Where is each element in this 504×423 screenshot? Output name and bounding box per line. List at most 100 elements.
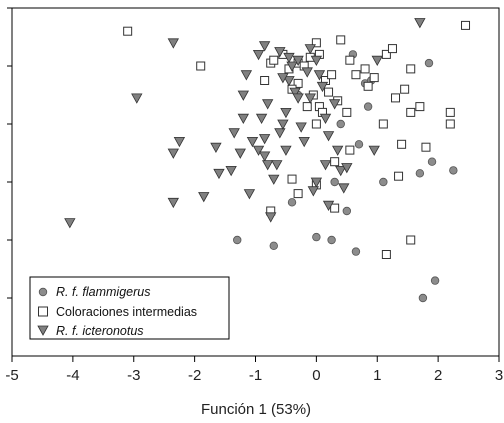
- data-point-triangle: [286, 61, 298, 72]
- data-point-triangle: [252, 145, 265, 156]
- data-point-triangle: [304, 44, 316, 55]
- data-point-circle: [351, 247, 361, 256]
- data-point-triangle: [237, 90, 250, 101]
- data-point-triangle: [258, 151, 271, 162]
- data-point-triangle: [316, 81, 329, 93]
- data-point-circle: [287, 198, 297, 207]
- data-point-triangle: [173, 136, 186, 148]
- data-point-square: [324, 87, 334, 97]
- data-point-circle: [363, 102, 373, 111]
- data-point-triangle: [328, 99, 341, 110]
- data-point-triangle: [261, 160, 274, 171]
- data-point-square: [123, 26, 133, 36]
- data-point-square: [269, 55, 279, 65]
- data-point-square: [421, 142, 431, 152]
- data-point-triangle: [292, 55, 304, 67]
- data-point-triangle: [225, 165, 237, 177]
- data-point-square: [387, 44, 397, 54]
- data-point-circle: [336, 119, 345, 129]
- data-point-triangle: [332, 145, 344, 156]
- x-tick-label: 3: [495, 367, 503, 384]
- data-point-square: [260, 76, 270, 85]
- legend: R. f. flammigerus Coloraciones intermedi…: [29, 276, 230, 340]
- data-point-triangle: [255, 113, 268, 125]
- data-point-square: [360, 64, 370, 74]
- data-point-triangle: [237, 113, 250, 125]
- data-point-square: [391, 93, 401, 103]
- x-tick-label: 0: [312, 367, 320, 384]
- data-point-square: [381, 250, 391, 259]
- data-point-square: [311, 119, 321, 129]
- data-point-triangle: [301, 67, 313, 78]
- data-point-triangle: [246, 136, 259, 148]
- data-point-triangle: [283, 76, 295, 87]
- data-point-circle: [233, 235, 242, 245]
- data-point-circle: [430, 276, 440, 285]
- data-point-triangle: [322, 131, 335, 142]
- data-point-triangle: [277, 119, 289, 130]
- data-point-square: [302, 102, 312, 112]
- data-point-circle: [449, 166, 458, 175]
- data-point-triangle: [240, 70, 253, 81]
- data-point-triangle: [322, 200, 335, 212]
- data-point-square: [330, 203, 340, 213]
- data-point-circle: [327, 235, 336, 245]
- data-point-triangle: [368, 145, 380, 156]
- data-point-square: [196, 61, 206, 71]
- data-point-circle: [424, 58, 434, 68]
- data-point-triangle: [280, 108, 292, 119]
- x-axis-title: Función 1 (53%): [201, 401, 311, 418]
- data-point-square: [381, 49, 391, 59]
- data-point-triangle: [295, 122, 307, 133]
- data-point-circle: [354, 140, 364, 149]
- data-point-triangle: [307, 186, 320, 197]
- legend-label-flammigerus: R. f. flammigerus: [56, 285, 150, 299]
- data-point-triangle: [310, 177, 323, 188]
- data-point-triangle: [289, 87, 301, 98]
- x-tick-label: -3: [127, 367, 140, 384]
- legend-marker-intermedias: [38, 306, 48, 317]
- data-point-square: [394, 171, 404, 181]
- data-point-square: [406, 107, 416, 117]
- data-point-triangle: [228, 128, 240, 139]
- data-point-triangle: [210, 142, 222, 154]
- data-point-circle: [342, 206, 352, 216]
- data-point-triangle: [213, 168, 225, 180]
- data-point-triangle: [310, 55, 323, 67]
- data-point-triangle: [198, 192, 210, 203]
- data-point-square: [351, 70, 361, 80]
- x-tick-label: -2: [188, 367, 201, 384]
- legend-box: [29, 276, 230, 340]
- data-point-square: [461, 20, 471, 30]
- data-point-triangle: [280, 145, 292, 156]
- data-point-square: [445, 107, 455, 117]
- data-point-square: [293, 78, 303, 88]
- data-point-triangle: [341, 163, 353, 174]
- data-point-triangle: [371, 55, 383, 67]
- data-point-triangle: [243, 189, 256, 200]
- data-point-triangle: [338, 183, 350, 194]
- x-tick-label: -1: [249, 367, 262, 384]
- x-tick-label: 1: [373, 367, 381, 384]
- legend-label-icteronotus: R. f. icteronotus: [56, 324, 144, 338]
- data-point-triangle: [265, 212, 277, 223]
- data-point-square: [369, 73, 379, 83]
- data-points: [64, 18, 471, 303]
- data-point-triangle: [167, 38, 179, 49]
- data-point-circle: [427, 157, 437, 166]
- data-point-square: [293, 189, 303, 199]
- data-point-triangle: [258, 134, 271, 145]
- data-point-triangle: [313, 70, 326, 81]
- data-point-triangle: [268, 174, 280, 185]
- x-tick-label: -5: [5, 367, 18, 384]
- data-point-triangle: [64, 218, 76, 229]
- data-point-triangle: [274, 128, 286, 139]
- data-point-square: [287, 174, 297, 184]
- data-point-circle: [415, 169, 425, 178]
- data-point-circle: [330, 177, 339, 187]
- x-tick-label: 2: [434, 367, 442, 384]
- data-point-triangle: [258, 41, 271, 52]
- y-axis-ticks: [7, 7, 12, 299]
- data-point-triangle: [298, 136, 310, 148]
